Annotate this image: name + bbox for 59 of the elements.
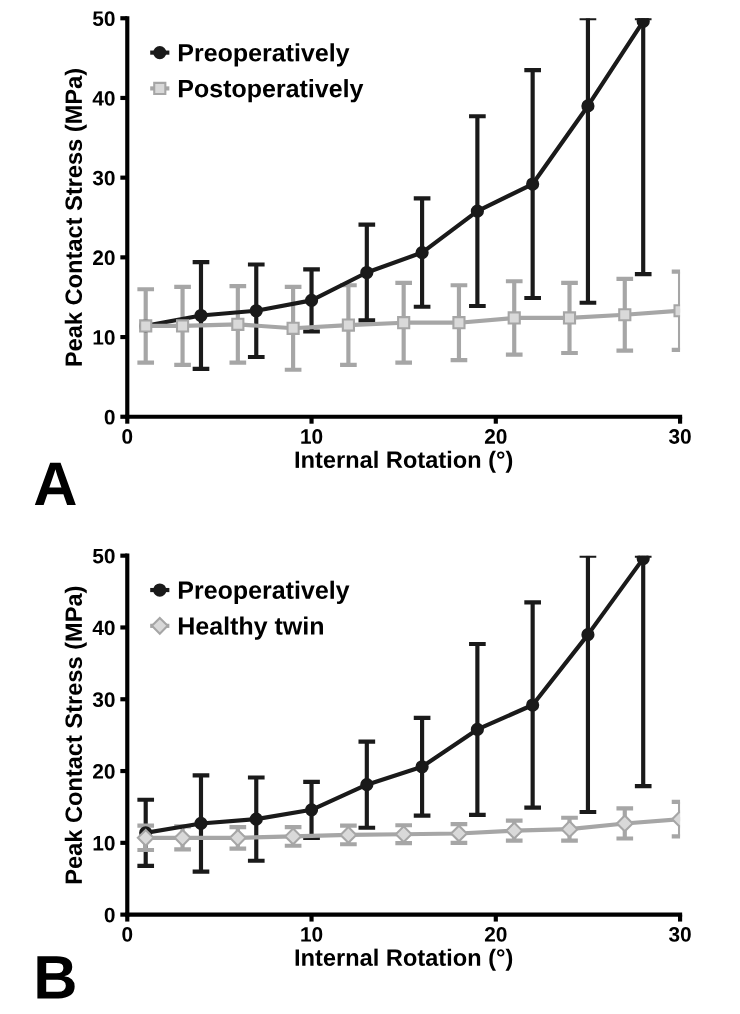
x-axis-title: Internal Rotation (°) xyxy=(295,948,513,971)
point xyxy=(507,311,521,325)
x-tick-label: 30 xyxy=(668,429,691,444)
x-tick-label: 20 xyxy=(484,429,507,444)
point xyxy=(194,816,208,831)
x-tick-label: 0 xyxy=(122,926,133,942)
y-tick-label: 50 xyxy=(92,11,115,27)
point xyxy=(615,814,634,833)
x-axis-title: Internal Rotation (°) xyxy=(295,450,513,473)
x-tick-label: 0 xyxy=(122,429,133,444)
y-tick-label: 20 xyxy=(93,250,115,266)
point xyxy=(286,321,300,335)
y-tick-label: 10 xyxy=(93,330,115,345)
point xyxy=(249,304,263,318)
y-tick-label: 20 xyxy=(93,764,115,779)
y-tick-label: 30 xyxy=(92,692,115,708)
legend-label: Healthy twin xyxy=(178,616,323,640)
point xyxy=(304,803,319,817)
point xyxy=(231,317,245,331)
y-tick-label: 0 xyxy=(104,409,115,425)
y-tick-label: 40 xyxy=(92,90,115,106)
point xyxy=(452,316,466,330)
y-tick-label: 40 xyxy=(92,620,115,636)
y-tick-label: 0 xyxy=(104,907,115,923)
point xyxy=(636,18,650,29)
point xyxy=(249,812,263,826)
point xyxy=(526,177,540,191)
point xyxy=(636,555,650,566)
legend-label: Postoperatively xyxy=(178,79,364,103)
x-tick-label: 10 xyxy=(301,926,323,942)
y-tick-label: 50 xyxy=(92,548,115,564)
point xyxy=(470,722,484,736)
point xyxy=(360,778,374,792)
legend-label: Preoperatively xyxy=(178,580,350,604)
point xyxy=(415,245,429,260)
y-tick-label: 30 xyxy=(92,170,115,186)
point xyxy=(470,204,484,218)
point xyxy=(415,760,429,774)
point xyxy=(562,311,577,325)
x-tick-label: 30 xyxy=(668,926,691,942)
point xyxy=(581,99,595,113)
legend-label: Preoperatively xyxy=(178,43,350,67)
point xyxy=(397,316,411,330)
point xyxy=(618,308,632,322)
y-axis-title: Peak Contact Stress (MPa) xyxy=(64,586,87,884)
y-tick-label: 10 xyxy=(93,835,115,851)
point xyxy=(136,828,155,847)
point xyxy=(360,265,374,280)
text: B xyxy=(37,956,75,999)
point xyxy=(304,293,319,307)
x-tick-label: 20 xyxy=(484,926,507,942)
point xyxy=(341,318,355,332)
point xyxy=(194,308,208,323)
point xyxy=(581,628,595,642)
text: A xyxy=(34,462,76,505)
x-tick-label: 10 xyxy=(301,429,323,444)
y-axis-title: Peak Contact Stress (MPa) xyxy=(64,69,87,366)
point xyxy=(526,698,540,712)
point xyxy=(175,319,190,333)
